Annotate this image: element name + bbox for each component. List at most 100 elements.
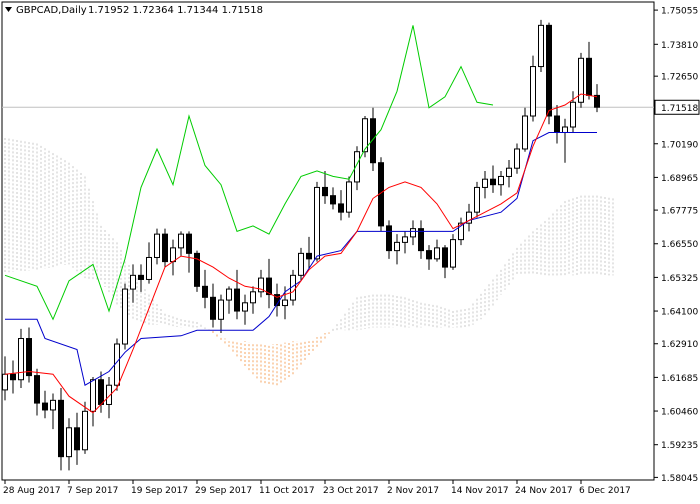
candle-body bbox=[498, 175, 504, 186]
y-tick-label: 1.70190 bbox=[661, 140, 698, 150]
candle-body bbox=[490, 178, 496, 186]
candle bbox=[242, 294, 248, 325]
candle bbox=[450, 234, 456, 270]
candle bbox=[74, 412, 80, 465]
candle bbox=[354, 146, 360, 191]
y-tick-label: 1.75055 bbox=[661, 7, 698, 17]
candle-body bbox=[10, 373, 16, 381]
candle bbox=[226, 286, 232, 314]
candle bbox=[362, 116, 368, 158]
candle bbox=[34, 368, 40, 416]
candle-body bbox=[130, 274, 136, 290]
candle-body bbox=[538, 24, 544, 68]
symbol-timeframe-label: GBPCAD,Daily bbox=[16, 5, 87, 16]
candle bbox=[194, 250, 200, 292]
candle bbox=[250, 286, 256, 314]
candle-body bbox=[42, 402, 48, 411]
candle-body bbox=[58, 399, 64, 458]
x-tick-label: 6 Dec 2017 bbox=[579, 486, 631, 496]
candle bbox=[146, 242, 152, 284]
candle bbox=[330, 187, 336, 210]
candle-body bbox=[450, 239, 456, 268]
x-tick-label: 24 Nov 2017 bbox=[515, 486, 573, 496]
candle-body bbox=[306, 252, 312, 260]
y-tick-label: 1.64100 bbox=[661, 308, 698, 318]
x-tick-label: 19 Sep 2017 bbox=[131, 486, 188, 496]
candle-body bbox=[74, 427, 80, 451]
candle bbox=[2, 356, 8, 401]
x-tick-label: 23 Oct 2017 bbox=[323, 486, 379, 496]
candle bbox=[474, 181, 480, 218]
candle-body bbox=[458, 222, 464, 241]
candle-body bbox=[402, 236, 408, 243]
candle-body bbox=[434, 247, 440, 260]
candle-body bbox=[418, 228, 424, 252]
x-tick-label: 28 Aug 2017 bbox=[3, 486, 61, 496]
candle bbox=[570, 91, 576, 133]
candle bbox=[394, 234, 400, 265]
candle-body bbox=[178, 233, 184, 249]
candle-body bbox=[546, 24, 552, 117]
candle-body bbox=[322, 186, 328, 197]
candle bbox=[530, 55, 536, 122]
current-price-tag bbox=[654, 99, 700, 115]
candle-body bbox=[346, 181, 352, 213]
candle-body bbox=[194, 252, 200, 287]
candle-body bbox=[554, 115, 560, 133]
candle bbox=[338, 190, 344, 221]
candle-body bbox=[2, 373, 8, 391]
candle bbox=[402, 231, 408, 254]
y-tick-label: 1.72650 bbox=[661, 73, 698, 83]
candle bbox=[466, 203, 472, 232]
candle-body bbox=[522, 115, 528, 150]
y-tick-label: 1.65325 bbox=[661, 274, 698, 284]
candle-body bbox=[154, 233, 160, 258]
candle bbox=[514, 143, 520, 174]
candle-body bbox=[146, 256, 152, 280]
candle-body bbox=[466, 211, 472, 224]
candle-body bbox=[90, 379, 96, 412]
candle bbox=[594, 84, 600, 113]
candle bbox=[58, 387, 64, 471]
plot-area[interactable] bbox=[1, 1, 655, 481]
candle-body bbox=[442, 247, 448, 268]
kijun-sen-line bbox=[5, 132, 597, 386]
candle-body bbox=[386, 225, 392, 252]
x-tick-label: 29 Sep 2017 bbox=[195, 486, 252, 496]
candle-body bbox=[594, 94, 600, 108]
candle bbox=[434, 239, 440, 262]
candle-body bbox=[474, 186, 480, 213]
candle-body bbox=[482, 178, 488, 188]
candle-body bbox=[18, 338, 24, 381]
candle bbox=[298, 247, 304, 281]
candle-body bbox=[250, 291, 256, 304]
candle bbox=[426, 245, 432, 270]
candle-body bbox=[298, 252, 304, 276]
candle bbox=[42, 390, 48, 419]
tenkan-sen-line bbox=[4, 93, 598, 414]
candle bbox=[218, 294, 224, 334]
x-tick-label: 11 Oct 2017 bbox=[259, 486, 315, 496]
candle bbox=[538, 19, 544, 73]
candle-body bbox=[202, 285, 208, 298]
candle-body bbox=[98, 379, 104, 405]
symbol-dropdown-icon[interactable] bbox=[5, 7, 12, 12]
candle-body bbox=[562, 126, 568, 133]
candle bbox=[322, 170, 328, 204]
price-axis[interactable]: 1.75055 1.73810 1.72650 1.71518 1.70190 1.689… bbox=[654, 7, 700, 484]
candle-body bbox=[26, 338, 32, 377]
candle-body bbox=[34, 375, 40, 404]
time-axis[interactable]: 28 Aug 2017 7 Sep 2017 19 Sep 2017 29 Sep 2… bbox=[3, 480, 631, 496]
candle bbox=[418, 220, 424, 259]
candle bbox=[154, 228, 160, 265]
candle bbox=[234, 269, 240, 320]
candle-body bbox=[122, 288, 128, 345]
candle-body bbox=[410, 228, 416, 238]
candle-body bbox=[170, 247, 176, 263]
x-tick-label: 7 Sep 2017 bbox=[67, 486, 118, 496]
candle-body bbox=[506, 167, 512, 177]
candle-body bbox=[570, 101, 576, 128]
indicator-lines bbox=[4, 25, 598, 414]
